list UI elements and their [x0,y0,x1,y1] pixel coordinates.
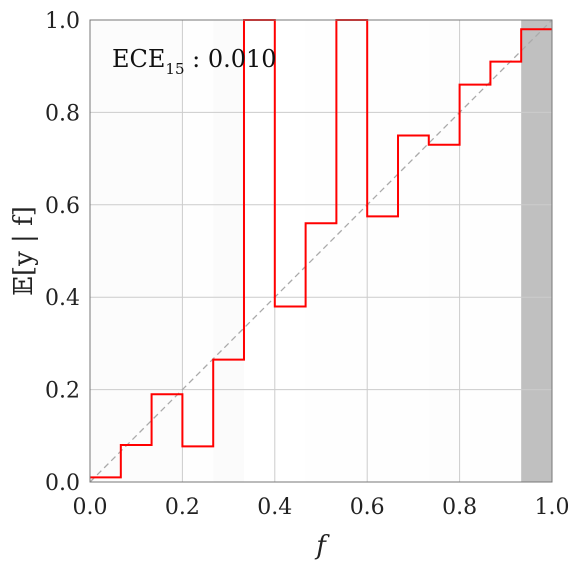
bin-shade [213,20,244,482]
x-tick-label: 1.0 [535,495,570,520]
y-tick-label: 0.2 [45,379,80,404]
y-tick-labels: 0.0 0.2 0.4 0.6 0.8 1.0 [45,9,80,496]
bin-shade [152,20,183,482]
y-tick-label: 1.0 [45,9,80,34]
y-tick-label: 0.8 [45,101,80,126]
y-tick-label: 0.4 [45,286,80,311]
plot-frame [89,19,553,483]
bin-shade [306,20,337,482]
bin-shade [275,20,306,482]
x-tick-label: 0.8 [442,495,477,520]
ece-annotation: ECE15 : 0.010 [112,45,277,78]
calibration-step-line [90,19,552,479]
bin-shade [490,20,521,482]
bin-shade [244,20,275,482]
bin-shade [521,20,552,482]
bin-shade [121,20,152,482]
bin-shade [367,20,398,482]
y-tick-label: 0.0 [45,471,80,496]
perfect-calibration-line [89,19,553,483]
ece-label: ECE [112,45,165,73]
bin-shade [460,20,491,482]
x-tick-label: 0.2 [165,495,200,520]
x-axis-label: f [314,531,330,561]
x-tick-label: 0.6 [350,495,385,520]
y-tick-label: 0.6 [45,194,80,219]
bin-shade [398,20,429,482]
x-tick-label: 0.0 [73,495,108,520]
bin-shade [182,20,213,482]
x-tick-label: 0.4 [257,495,292,520]
bin-shade [336,20,367,482]
bin-shade [90,20,121,482]
bin-density-shading [90,20,552,482]
ece-bins-subscript: 15 [165,60,184,78]
bin-shade [429,20,460,482]
x-tick-labels: 0.0 0.2 0.4 0.6 0.8 1.0 [73,495,570,520]
ece-value: : 0.010 [185,45,277,73]
y-axis-label: 𝔼[y | f] [9,206,39,296]
